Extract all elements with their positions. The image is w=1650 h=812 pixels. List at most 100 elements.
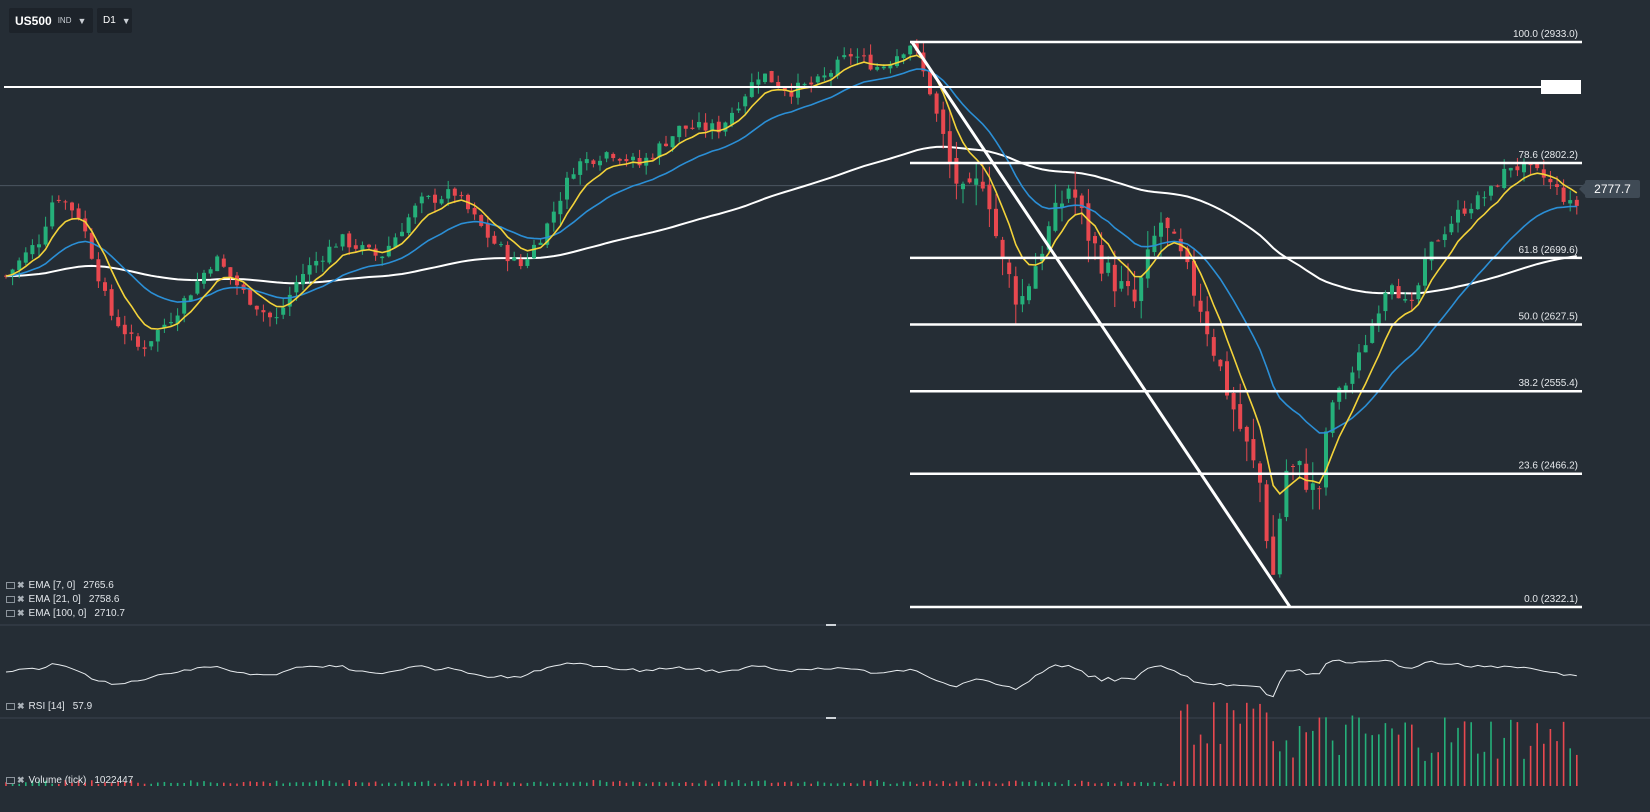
volume-bar	[817, 781, 819, 786]
volume-bar	[1430, 752, 1433, 786]
candle-body	[518, 259, 523, 267]
volume-bar	[1140, 781, 1142, 786]
fib-level-label: 23.6 (2466.2)	[1519, 461, 1579, 472]
volume-bar	[731, 782, 733, 786]
volume-bar	[520, 783, 522, 786]
candle-body	[1284, 470, 1289, 518]
indicator-remove-icon[interactable]: ✖	[17, 580, 25, 590]
volume-bar	[1404, 722, 1406, 786]
current-price-tag: 2777.7	[1579, 180, 1640, 198]
legend-ema7[interactable]: ✖ EMA [7, 0] 2765.6	[6, 580, 114, 591]
volume-bar	[1483, 751, 1486, 786]
indicator-remove-icon[interactable]: ✖	[17, 701, 25, 711]
candle-body	[716, 121, 721, 133]
candle-body	[307, 265, 312, 275]
candle-body	[96, 259, 101, 282]
candle-body	[221, 258, 226, 267]
legend-ema100[interactable]: ✖ EMA [100, 0] 2710.7	[6, 608, 125, 619]
volume-bar	[84, 782, 86, 786]
volume-bar	[381, 783, 383, 786]
volume-bar	[1285, 740, 1288, 786]
volume-bar	[401, 781, 403, 786]
indicator-remove-icon[interactable]: ✖	[17, 608, 25, 618]
indicator-remove-icon[interactable]: ✖	[17, 775, 25, 785]
volume-bar	[691, 782, 694, 786]
candle-body	[1132, 289, 1137, 302]
volume-bar	[1001, 783, 1004, 786]
volume-bar	[183, 782, 185, 786]
volume-bar	[902, 781, 905, 786]
volume-bar	[671, 781, 674, 786]
candle-body	[162, 324, 167, 329]
timeframe-selector[interactable]: D1 ▼	[97, 8, 132, 33]
candle-body	[89, 232, 94, 259]
volume-bar	[836, 783, 839, 786]
volume-bar	[124, 781, 126, 786]
rsi-line	[5, 659, 1577, 698]
indicator-settings-icon[interactable]	[6, 703, 15, 710]
volume-bar	[1015, 780, 1017, 786]
volume-bar	[797, 783, 799, 786]
indicator-settings-icon[interactable]	[6, 777, 15, 784]
volume-bar	[652, 782, 654, 786]
candle-body	[1046, 226, 1051, 250]
candle-body	[1489, 186, 1493, 196]
candle-body	[1060, 203, 1064, 208]
candle-body	[268, 312, 272, 318]
volume-bar	[1206, 743, 1208, 786]
candle-body	[875, 66, 880, 70]
rsi-params: [14]	[48, 701, 65, 712]
candle-body	[809, 82, 814, 85]
ema100-line	[5, 145, 1577, 295]
indicator-settings-icon[interactable]	[6, 582, 15, 589]
volume-bar	[1305, 732, 1307, 786]
volume-bar	[71, 782, 73, 786]
candle-body	[1291, 465, 1295, 467]
volume-bar	[421, 781, 423, 786]
volume-bar	[1397, 734, 1400, 786]
volume-params: (tick)	[64, 775, 87, 786]
volume-bar	[322, 780, 324, 786]
ema7-name: EMA	[28, 580, 51, 591]
candle-body	[1073, 189, 1078, 198]
timeframe-label: D1	[103, 15, 116, 26]
candle-body	[954, 158, 959, 184]
candle-body	[1456, 209, 1460, 223]
candle-body	[1555, 184, 1559, 187]
candle-body	[855, 56, 860, 58]
legend-ema21[interactable]: ✖ EMA [21, 0] 2758.6	[6, 594, 119, 605]
dropdown-caret-icon: ▼	[121, 15, 131, 26]
candle-body	[578, 161, 583, 175]
candle-body	[1086, 203, 1091, 241]
volume-bar	[559, 782, 562, 786]
volume-bar	[803, 781, 806, 786]
candle-body	[987, 184, 992, 210]
legend-rsi[interactable]: ✖ RSI [14] 57.9	[6, 701, 92, 712]
ema100-value: 2710.7	[94, 608, 125, 619]
candle-body	[617, 158, 622, 161]
symbol-label: US500	[15, 13, 52, 28]
volume-bar	[506, 782, 509, 786]
ema7-line	[5, 54, 1578, 495]
volume-bar	[223, 782, 225, 786]
volume-bar	[1536, 723, 1538, 786]
candle-body	[1574, 199, 1579, 206]
volume-bar	[665, 782, 667, 786]
candle-body	[1363, 345, 1368, 353]
volume-bar	[51, 783, 53, 786]
volume-bar	[850, 783, 852, 786]
legend-volume[interactable]: ✖ Volume (tick) 1022447	[6, 775, 133, 786]
volume-bar	[625, 782, 628, 786]
indicator-settings-icon[interactable]	[6, 610, 15, 617]
candle-body	[50, 202, 55, 227]
volume-bar	[1114, 783, 1116, 786]
indicator-settings-icon[interactable]	[6, 596, 15, 603]
indicator-remove-icon[interactable]: ✖	[17, 594, 25, 604]
fibonacci-retracement[interactable]: 100.0 (2933.0) 78.6 (2802.2) 61.8 (2699.6)…	[910, 29, 1582, 609]
candle-body	[129, 332, 134, 334]
symbol-selector[interactable]: US500 IND ▼	[9, 8, 93, 33]
candle-body	[1403, 299, 1408, 301]
volume-bar	[1246, 702, 1248, 786]
rsi-name: RSI	[28, 701, 46, 712]
